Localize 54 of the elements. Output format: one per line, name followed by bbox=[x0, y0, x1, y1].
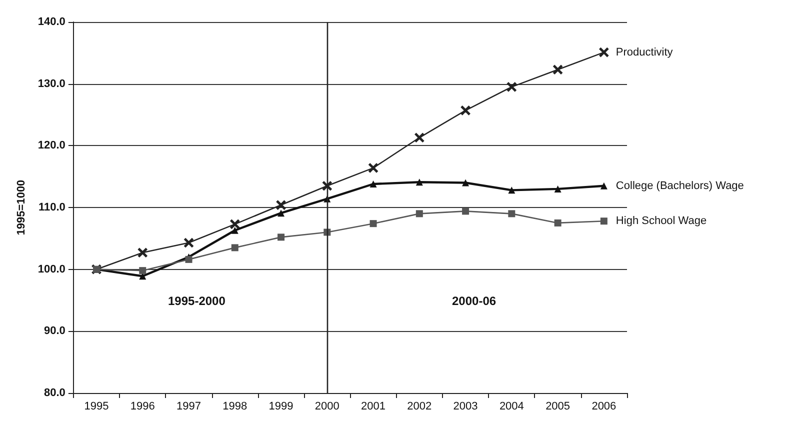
x-tick-label: 1999 bbox=[268, 400, 294, 412]
x-tick-label: 2001 bbox=[361, 400, 386, 412]
y-axis-title: 1995=1000 bbox=[16, 180, 28, 236]
point bbox=[139, 267, 146, 274]
point bbox=[508, 210, 516, 218]
point bbox=[278, 210, 285, 217]
annotation: 1995-2000 bbox=[168, 294, 226, 308]
point bbox=[185, 256, 192, 263]
point bbox=[462, 208, 470, 215]
point bbox=[416, 210, 423, 218]
point bbox=[460, 106, 470, 116]
point bbox=[322, 181, 332, 191]
y-tick-label: 140.0 bbox=[38, 16, 66, 28]
x-tick-label: 1995 bbox=[84, 400, 109, 412]
y-tick-label: 130.0 bbox=[38, 78, 66, 90]
x-tick-label: 1996 bbox=[130, 400, 155, 412]
point bbox=[600, 218, 608, 225]
x-tick-label: 2004 bbox=[499, 400, 524, 412]
y-tick-label: 110.0 bbox=[38, 202, 66, 214]
point bbox=[507, 82, 516, 92]
point bbox=[230, 220, 240, 229]
x-tick-label: 1997 bbox=[176, 400, 201, 412]
point bbox=[276, 200, 286, 210]
x-tick-label: 2002 bbox=[407, 400, 432, 412]
point bbox=[370, 220, 377, 228]
x-tick-label: 1998 bbox=[222, 400, 248, 412]
series-label: High School Wage bbox=[616, 215, 707, 228]
x-tick-label: 2003 bbox=[453, 400, 478, 412]
point bbox=[138, 248, 148, 258]
x-tick-label: 2005 bbox=[546, 400, 570, 412]
point bbox=[414, 132, 424, 142]
x-tick-label: 2006 bbox=[592, 400, 616, 412]
point bbox=[599, 48, 609, 57]
point bbox=[231, 226, 238, 234]
point bbox=[184, 238, 194, 248]
point bbox=[370, 180, 377, 188]
series-label: Productivity bbox=[616, 46, 674, 58]
y-tick-label: 90.0 bbox=[44, 325, 66, 338]
point bbox=[554, 185, 562, 192]
point bbox=[553, 64, 562, 74]
point bbox=[462, 179, 470, 186]
point bbox=[554, 219, 562, 226]
y-tick-label: 80.0 bbox=[44, 387, 66, 399]
point bbox=[278, 234, 285, 241]
annotation: 2000-06 bbox=[452, 294, 496, 308]
x-tick-label: 2000 bbox=[314, 400, 340, 412]
point bbox=[508, 186, 516, 194]
point bbox=[231, 244, 238, 252]
point bbox=[416, 178, 423, 186]
series-label: College (Bachelors) Wage bbox=[616, 180, 744, 192]
point bbox=[368, 163, 378, 173]
point bbox=[600, 182, 608, 190]
y-tick-label: 100.0 bbox=[38, 263, 66, 276]
y-tick-label: 120.0 bbox=[38, 140, 66, 152]
